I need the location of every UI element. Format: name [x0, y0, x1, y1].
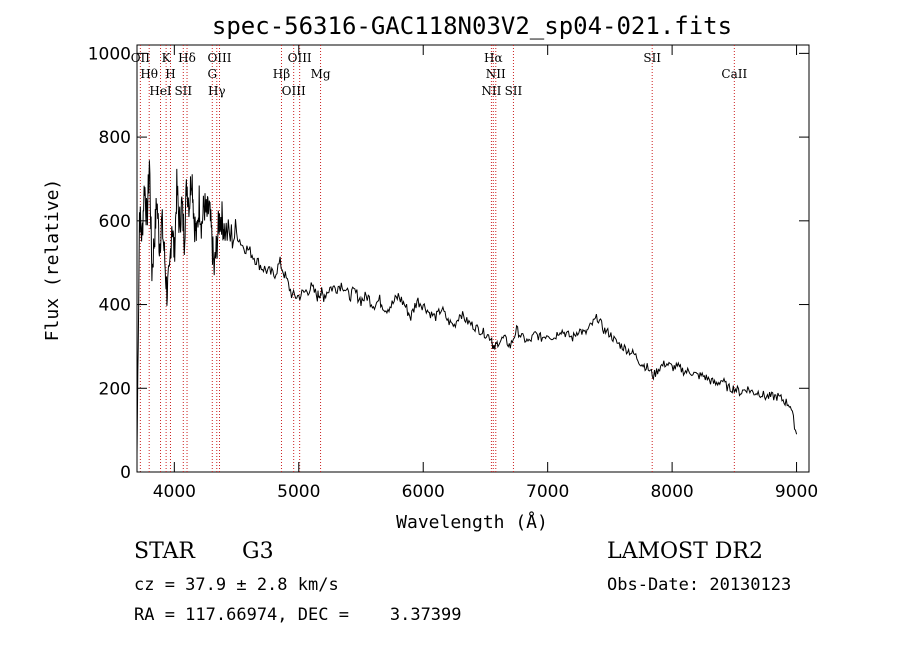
spectral-line-labels: OII Hθ HeI KH SII Hδ G Hγ OIII Hβ OIII OIII Mg NII Hα N…	[131, 51, 748, 98]
coordinates-readout: RA = 117.66974, DEC = 3.37399	[134, 605, 462, 625]
y-axis-label: Flux (relative)	[42, 179, 63, 342]
survey-name: LAMOST DR2	[607, 539, 763, 564]
redshift-readout: cz = 37.9 ± 2.8 km/s	[134, 575, 339, 595]
y-tick-label: 800	[99, 128, 131, 148]
x-axis-ticks: 4000 5000 6000 7000 8000 9000	[153, 45, 818, 502]
spectral-line-label: K	[162, 51, 172, 65]
spectral-line-label: Hδ	[178, 51, 196, 65]
spectral-line-label: Hθ	[140, 67, 158, 81]
spectral-line-label: OIII	[282, 84, 306, 98]
spectral-line-label: NII	[486, 67, 506, 81]
x-tick-label: 8000	[650, 482, 693, 502]
y-tick-label: 0	[120, 463, 131, 483]
x-tick-label: 9000	[775, 482, 818, 502]
chart-title: spec-56316-GAC118N03V2_sp04-021.fits	[212, 12, 732, 40]
spectrum-line	[136, 160, 798, 456]
spectral-line-label: Hγ	[208, 84, 226, 98]
y-tick-label: 1000	[88, 44, 131, 64]
x-tick-label: 6000	[402, 482, 445, 502]
spectral-line-label: HeI	[149, 84, 172, 98]
spectral-line-label: SII	[174, 84, 192, 98]
spectral-line-label: SII	[505, 84, 523, 98]
spectral-line-label: Hβ	[273, 67, 290, 81]
spectral-line-label: Hα	[484, 51, 503, 65]
spectral-line-label: SII	[643, 51, 661, 65]
x-tick-label: 7000	[526, 482, 569, 502]
spectral-line-label: OII	[131, 51, 151, 65]
spectral-line-label: NII	[481, 84, 501, 98]
spectral-line-label: H	[165, 67, 175, 81]
x-tick-label: 5000	[277, 482, 320, 502]
y-tick-label: 200	[99, 379, 131, 399]
spectral-line-markers	[139, 45, 735, 472]
x-tick-label: 4000	[153, 482, 196, 502]
spectral-line-label: OIII	[207, 51, 231, 65]
plot-frame	[136, 44, 810, 473]
spectral-line-label: Mg	[311, 67, 331, 81]
spectral-line-label: CaII	[721, 67, 747, 81]
object-subclass: G3	[242, 539, 274, 564]
x-axis-label: Wavelength (Å)	[396, 511, 548, 533]
spectral-line-label: OIII	[288, 51, 312, 65]
y-tick-label: 600	[99, 212, 131, 232]
y-axis-ticks: 0 200 400 600 800 1000	[88, 44, 809, 483]
y-tick-label: 400	[99, 296, 131, 316]
spectral-line-label: G	[207, 67, 217, 81]
obs-date: Obs-Date: 20130123	[607, 575, 791, 595]
object-class: STAR	[134, 539, 196, 564]
